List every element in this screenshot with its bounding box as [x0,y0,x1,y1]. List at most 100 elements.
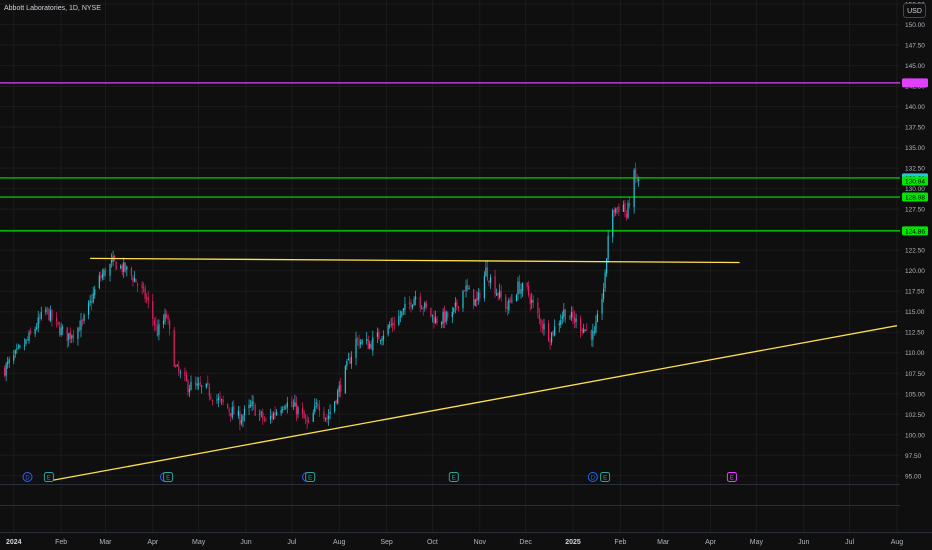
candle-body [531,299,533,303]
candle-body [162,320,165,325]
candle-body [25,339,27,344]
candle-body [592,330,594,340]
time-tick-label: May [192,539,206,546]
candle-body [187,380,189,392]
earnings-marker[interactable]: E [448,472,459,482]
dividend-marker[interactable]: D [587,472,598,482]
candle-body [239,411,241,425]
candle-body [130,267,133,276]
candle-body [372,337,374,351]
candle-body [121,265,123,272]
candle-body [344,366,346,394]
candle-body [389,325,391,327]
candle-body [499,290,501,298]
candle-body [537,302,539,314]
time-tick-label: Jul [845,539,854,546]
candle-body [208,386,210,397]
candle-body [253,401,255,404]
candle-body [120,265,122,269]
candle-body [602,288,605,299]
candle-body [318,405,320,411]
candle-body [100,276,102,278]
candle-body [369,343,371,348]
earnings-marker[interactable]: E [726,472,737,482]
price-tick-label: 115.00 [905,309,925,316]
horizontal-levels[interactable] [0,82,900,232]
candle-body [468,287,470,290]
candle-body [165,314,168,318]
candle-body [442,311,444,324]
candle-body [115,261,117,270]
candle-body [269,415,272,420]
candle-body [404,304,406,310]
price-level-tag: 128.98 [902,192,928,202]
candle-body [219,396,221,399]
price-level-tag: 124.86 [902,226,928,236]
candle-body [549,341,551,343]
candle-body [323,411,325,419]
candle-body [199,382,201,386]
candle-body [124,262,126,272]
currency-button[interactable]: USD [903,3,926,18]
candle-body [485,267,487,277]
candle-body [136,283,139,286]
earnings-marker[interactable]: E [43,472,54,482]
candle-body [77,327,79,339]
candle-body [272,412,275,420]
candle-body [303,412,305,419]
candle-body [618,206,620,212]
time-tick-label: Dec [519,539,532,546]
candle-body [164,313,166,322]
price-tick-label: 117.50 [905,289,925,296]
price-tick-label: 122.50 [905,248,925,255]
candle-body [23,345,26,347]
candle-body [590,329,592,340]
candle-body [275,411,278,415]
candle-body [60,327,62,336]
candle-body [72,334,74,338]
candle-body [175,365,177,367]
candle-body [16,348,18,350]
time-axis[interactable]: 2024 Feb Mar Apr May Jun Jul Aug Sep Oct Nov Dec 202… [6,539,903,546]
candle-body [521,283,524,291]
earnings-marker[interactable]: E [163,472,174,482]
event-markers[interactable]: DEDEDEEDEE [22,472,737,482]
candle-body [376,332,379,337]
trendlines[interactable] [45,257,898,483]
event-marker-label: E [166,476,170,482]
price-tick-label: 95.00 [905,473,922,480]
candle-body [249,405,252,406]
candle-body [595,321,597,333]
candle-body [91,301,93,304]
time-tick-label: Apr [705,539,717,546]
earnings-marker[interactable]: E [305,472,316,482]
dividend-marker[interactable]: D [22,472,33,482]
candle-body [570,312,573,318]
earnings-marker[interactable]: E [600,472,611,482]
candle-body [596,313,599,322]
candle-body [19,345,21,348]
event-marker-label: E [730,476,734,482]
price-axis-background [900,0,932,532]
candle-body [508,299,510,311]
candle-body [454,302,456,308]
candle-body [291,401,293,407]
time-tick-label: Jul [287,539,296,546]
candle-body [188,389,191,393]
price-tick-label: 112.50 [905,330,925,337]
candle-body [580,318,582,331]
price-tick-label: 110.00 [905,350,925,357]
price-axis[interactable]: 95.00 97.50 100.00 102.50 105.00 107.50 110.00… [900,0,932,532]
candle-body [190,382,192,391]
candle-body [431,314,434,316]
price-tick-label: 105.00 [905,391,925,398]
candle-body [101,274,103,278]
candle-body [297,407,299,415]
candle-body [263,419,265,421]
price-level-tag: 130.94 [902,176,928,186]
candle-body [295,402,298,415]
candle-body [638,179,640,182]
